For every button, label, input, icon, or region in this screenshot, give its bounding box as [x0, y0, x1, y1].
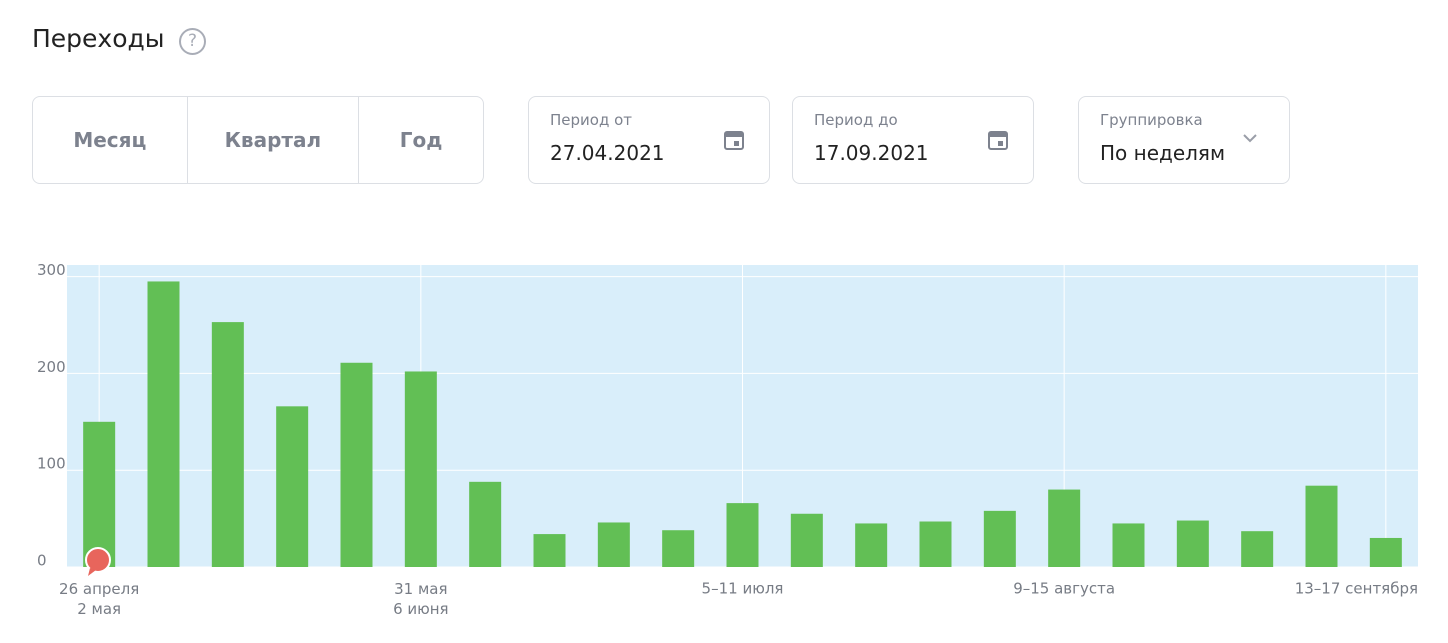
calendar-icon [988, 131, 1008, 150]
bar [469, 481, 502, 567]
bar [855, 523, 888, 567]
bar [983, 510, 1016, 567]
help-icon[interactable]: ? [179, 28, 206, 55]
x-tick-label: 5–11 июля [702, 580, 784, 598]
calendar-icon [724, 131, 744, 150]
date-to-field[interactable]: Период до 17.09.2021 [792, 96, 1034, 184]
y-tick-label: 200 [37, 358, 66, 376]
bar [1305, 485, 1338, 567]
field-label: Группировка [1100, 111, 1203, 129]
bar [1048, 489, 1081, 567]
field-value: 17.09.2021 [814, 141, 929, 165]
field-label: Период от [550, 111, 633, 129]
bar [1176, 520, 1209, 567]
period-switch: Месяц Квартал Год [32, 96, 484, 184]
y-tick-label: 300 [37, 261, 66, 279]
bar [340, 362, 373, 567]
bar [597, 522, 630, 567]
bar [1112, 523, 1145, 567]
bar [404, 371, 437, 567]
bar [662, 530, 695, 567]
bar [211, 322, 244, 567]
y-tick-label: 0 [37, 552, 47, 570]
bar [276, 406, 309, 567]
x-tick-label: 26 апреля 2 мая [59, 580, 139, 618]
x-tick-label: 9–15 августа [1013, 580, 1115, 598]
page-title: Переходы [32, 24, 165, 53]
period-button[interactable]: Год [358, 97, 483, 183]
event-marker-tail [88, 568, 96, 576]
chevron-icon [1243, 134, 1257, 143]
field-value: 27.04.2021 [550, 141, 665, 165]
x-tick-label: 31 мая 6 июня [393, 580, 449, 618]
date-from-field[interactable]: Период от 27.04.2021 [528, 96, 770, 184]
bar [83, 421, 116, 567]
field-value: По неделям [1100, 141, 1226, 165]
bar [1369, 537, 1402, 567]
bar [1241, 531, 1274, 567]
field-label: Период до [814, 111, 898, 129]
event-marker[interactable] [85, 547, 111, 576]
x-tick-label: 13–17 сентября [1295, 580, 1418, 598]
bar [726, 503, 759, 567]
period-button[interactable]: Квартал [186, 97, 358, 183]
period-button[interactable]: Месяц [73, 128, 147, 152]
y-tick-label: 100 [37, 455, 66, 473]
bar [147, 281, 180, 567]
event-marker-dot[interactable] [85, 547, 111, 573]
bar [790, 513, 823, 567]
bar [919, 521, 952, 567]
bar [533, 534, 566, 567]
grouping-select[interactable]: Группировка По неделям [1078, 96, 1290, 184]
